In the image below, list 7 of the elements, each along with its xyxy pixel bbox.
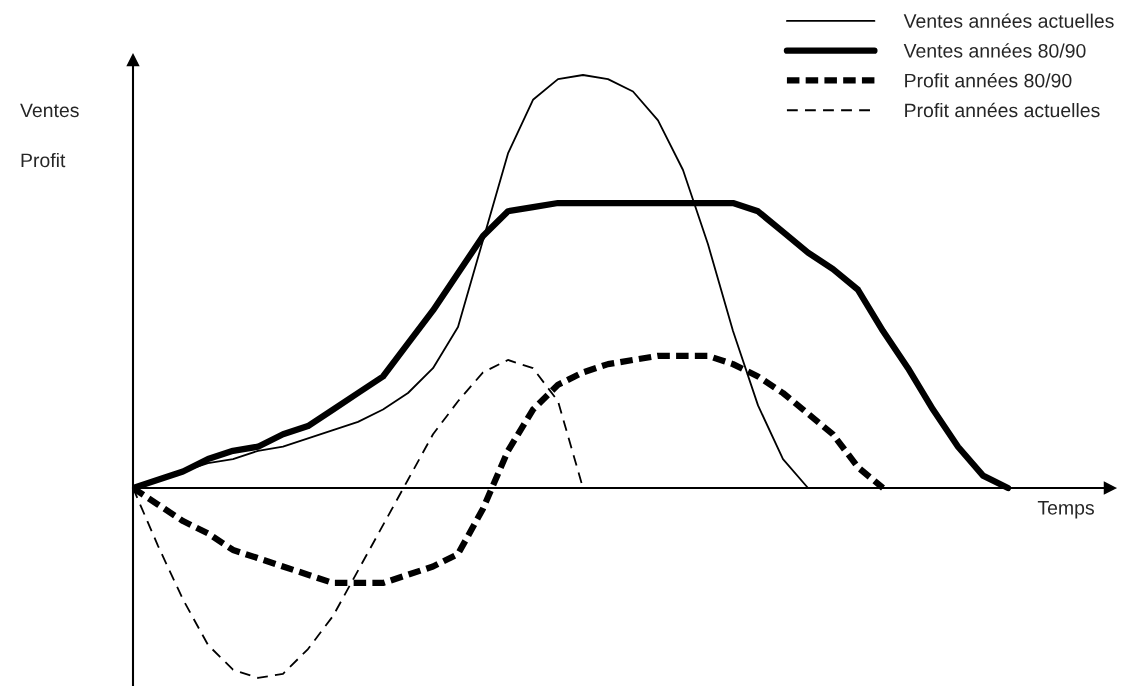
text: Ventes <box>20 103 79 118</box>
legend-label: Profit années 80/90 <box>905 72 1072 88</box>
legend-label: Profit années actuelles <box>905 102 1100 118</box>
legend-label: Ventes années 80/90 <box>903 43 1086 58</box>
text: Profit <box>21 152 66 168</box>
legend-label: Ventes années actuelles <box>903 13 1114 28</box>
x-axis-title: Temps <box>1037 501 1094 519</box>
